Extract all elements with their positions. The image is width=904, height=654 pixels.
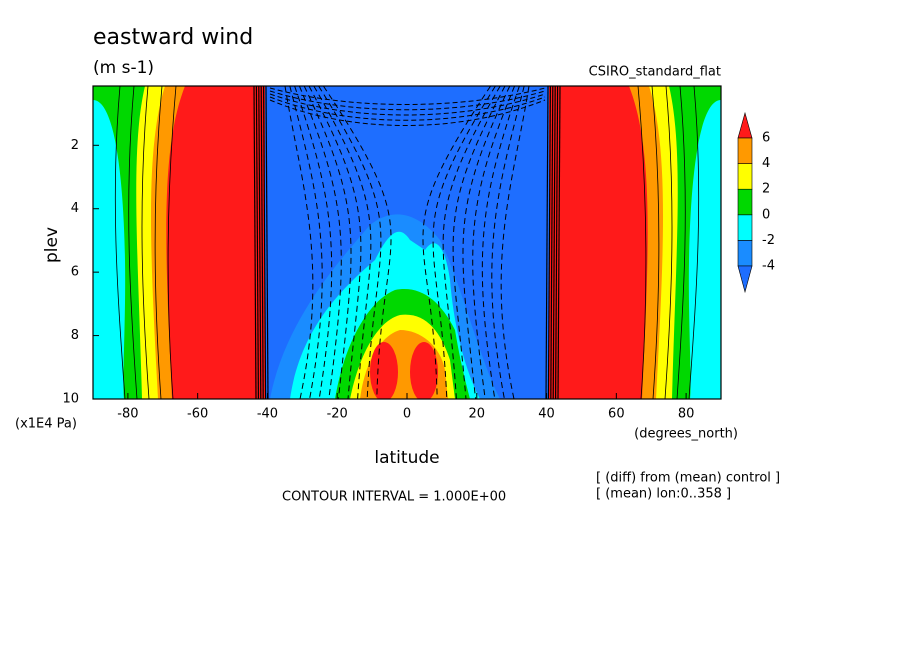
colorbar-label: 6 (762, 131, 770, 146)
y-tick-label: 6 (71, 265, 79, 280)
contour-line (422, 86, 492, 399)
contour-line (322, 86, 392, 399)
chart-title: eastward wind (93, 25, 253, 50)
contour-side (545, 86, 721, 399)
contour-line (269, 87, 546, 105)
contour-fill (370, 342, 398, 399)
colorbar-label: -4 (762, 259, 775, 274)
x-tick-label: 0 (403, 407, 411, 422)
x-axis-label: latitude (374, 448, 439, 468)
x-unit: (degrees_north) (634, 427, 738, 442)
contour-line (318, 86, 382, 399)
contour-line (154, 86, 163, 399)
contour-line (555, 86, 559, 399)
contour-line (269, 99, 546, 126)
contour-interval: CONTOUR INTERVAL = 1.000E+00 (282, 490, 506, 505)
contour-fill (410, 342, 438, 399)
contour-field (93, 86, 721, 399)
contour-line (472, 86, 516, 399)
x-tick-label: 40 (538, 407, 555, 422)
contour-line (688, 86, 700, 399)
y-tick-label: 10 (62, 392, 79, 407)
contour-line (550, 86, 554, 399)
contour-line (552, 86, 556, 399)
contour-side (93, 86, 269, 399)
contour-line (141, 86, 150, 399)
contour-fill (688, 100, 721, 399)
colorbar-extend (737, 265, 753, 294)
contour-line (557, 86, 561, 399)
colorbar-label: 2 (762, 182, 770, 197)
contour-line (167, 86, 177, 399)
contour-line (664, 86, 673, 399)
units: (m s-1) (93, 58, 154, 78)
contour-line (269, 96, 546, 121)
contour-line (258, 86, 262, 399)
contour-line (269, 90, 546, 111)
contour-line (303, 86, 352, 399)
contour-line (462, 86, 511, 399)
colorbar-segment (737, 163, 753, 190)
contour-line (284, 86, 314, 399)
colorbar-label: -2 (762, 233, 775, 248)
x-tick-label: -20 (327, 407, 348, 422)
contour-line (294, 86, 333, 399)
contour-line (452, 86, 506, 399)
contour-line (545, 86, 549, 399)
y-axis-label: plev (42, 227, 62, 263)
colorbar-segment (737, 137, 753, 164)
contour-line (637, 86, 647, 399)
contour-line (676, 86, 686, 399)
note: [ (diff) from (mean) control ] (596, 471, 780, 486)
subtitle: CSIRO_standard_flat (589, 65, 721, 80)
contour-line (491, 86, 525, 399)
contour-line (308, 86, 362, 399)
y-tick-label: 2 (71, 138, 79, 153)
colorbar-label: 0 (762, 207, 770, 222)
contour-line (260, 86, 264, 399)
contour-line (255, 86, 259, 399)
x-tick-label: -80 (117, 407, 138, 422)
x-tick-label: 60 (608, 407, 625, 422)
x-tick-label: 80 (678, 407, 695, 422)
y-tick-label: 4 (71, 201, 79, 216)
contour-line (432, 86, 496, 399)
contour-line (500, 86, 530, 399)
colorbar-segment (737, 214, 753, 241)
y-tick-label: 8 (71, 328, 79, 343)
colorbar-segment (737, 240, 753, 267)
contour-line (265, 86, 269, 399)
colorbar-label: 4 (762, 156, 770, 171)
note: [ (mean) lon:0..358 ] (596, 487, 731, 502)
contour-line (651, 86, 660, 399)
contour-line (481, 86, 520, 399)
y-unit: (x1E4 Pa) (15, 417, 77, 432)
colorbar-segment (737, 188, 753, 216)
x-tick-label: -60 (187, 407, 208, 422)
contour-line (128, 86, 138, 399)
x-tick-label: 20 (469, 407, 486, 422)
contour-line (289, 86, 323, 399)
contour-line (269, 93, 546, 116)
contour-line (263, 86, 267, 399)
contour-line (298, 86, 342, 399)
contour-fill (93, 100, 126, 399)
contour-line (253, 86, 257, 399)
x-tick-label: -40 (257, 407, 278, 422)
contour-line (547, 86, 551, 399)
contour-line (114, 86, 126, 399)
